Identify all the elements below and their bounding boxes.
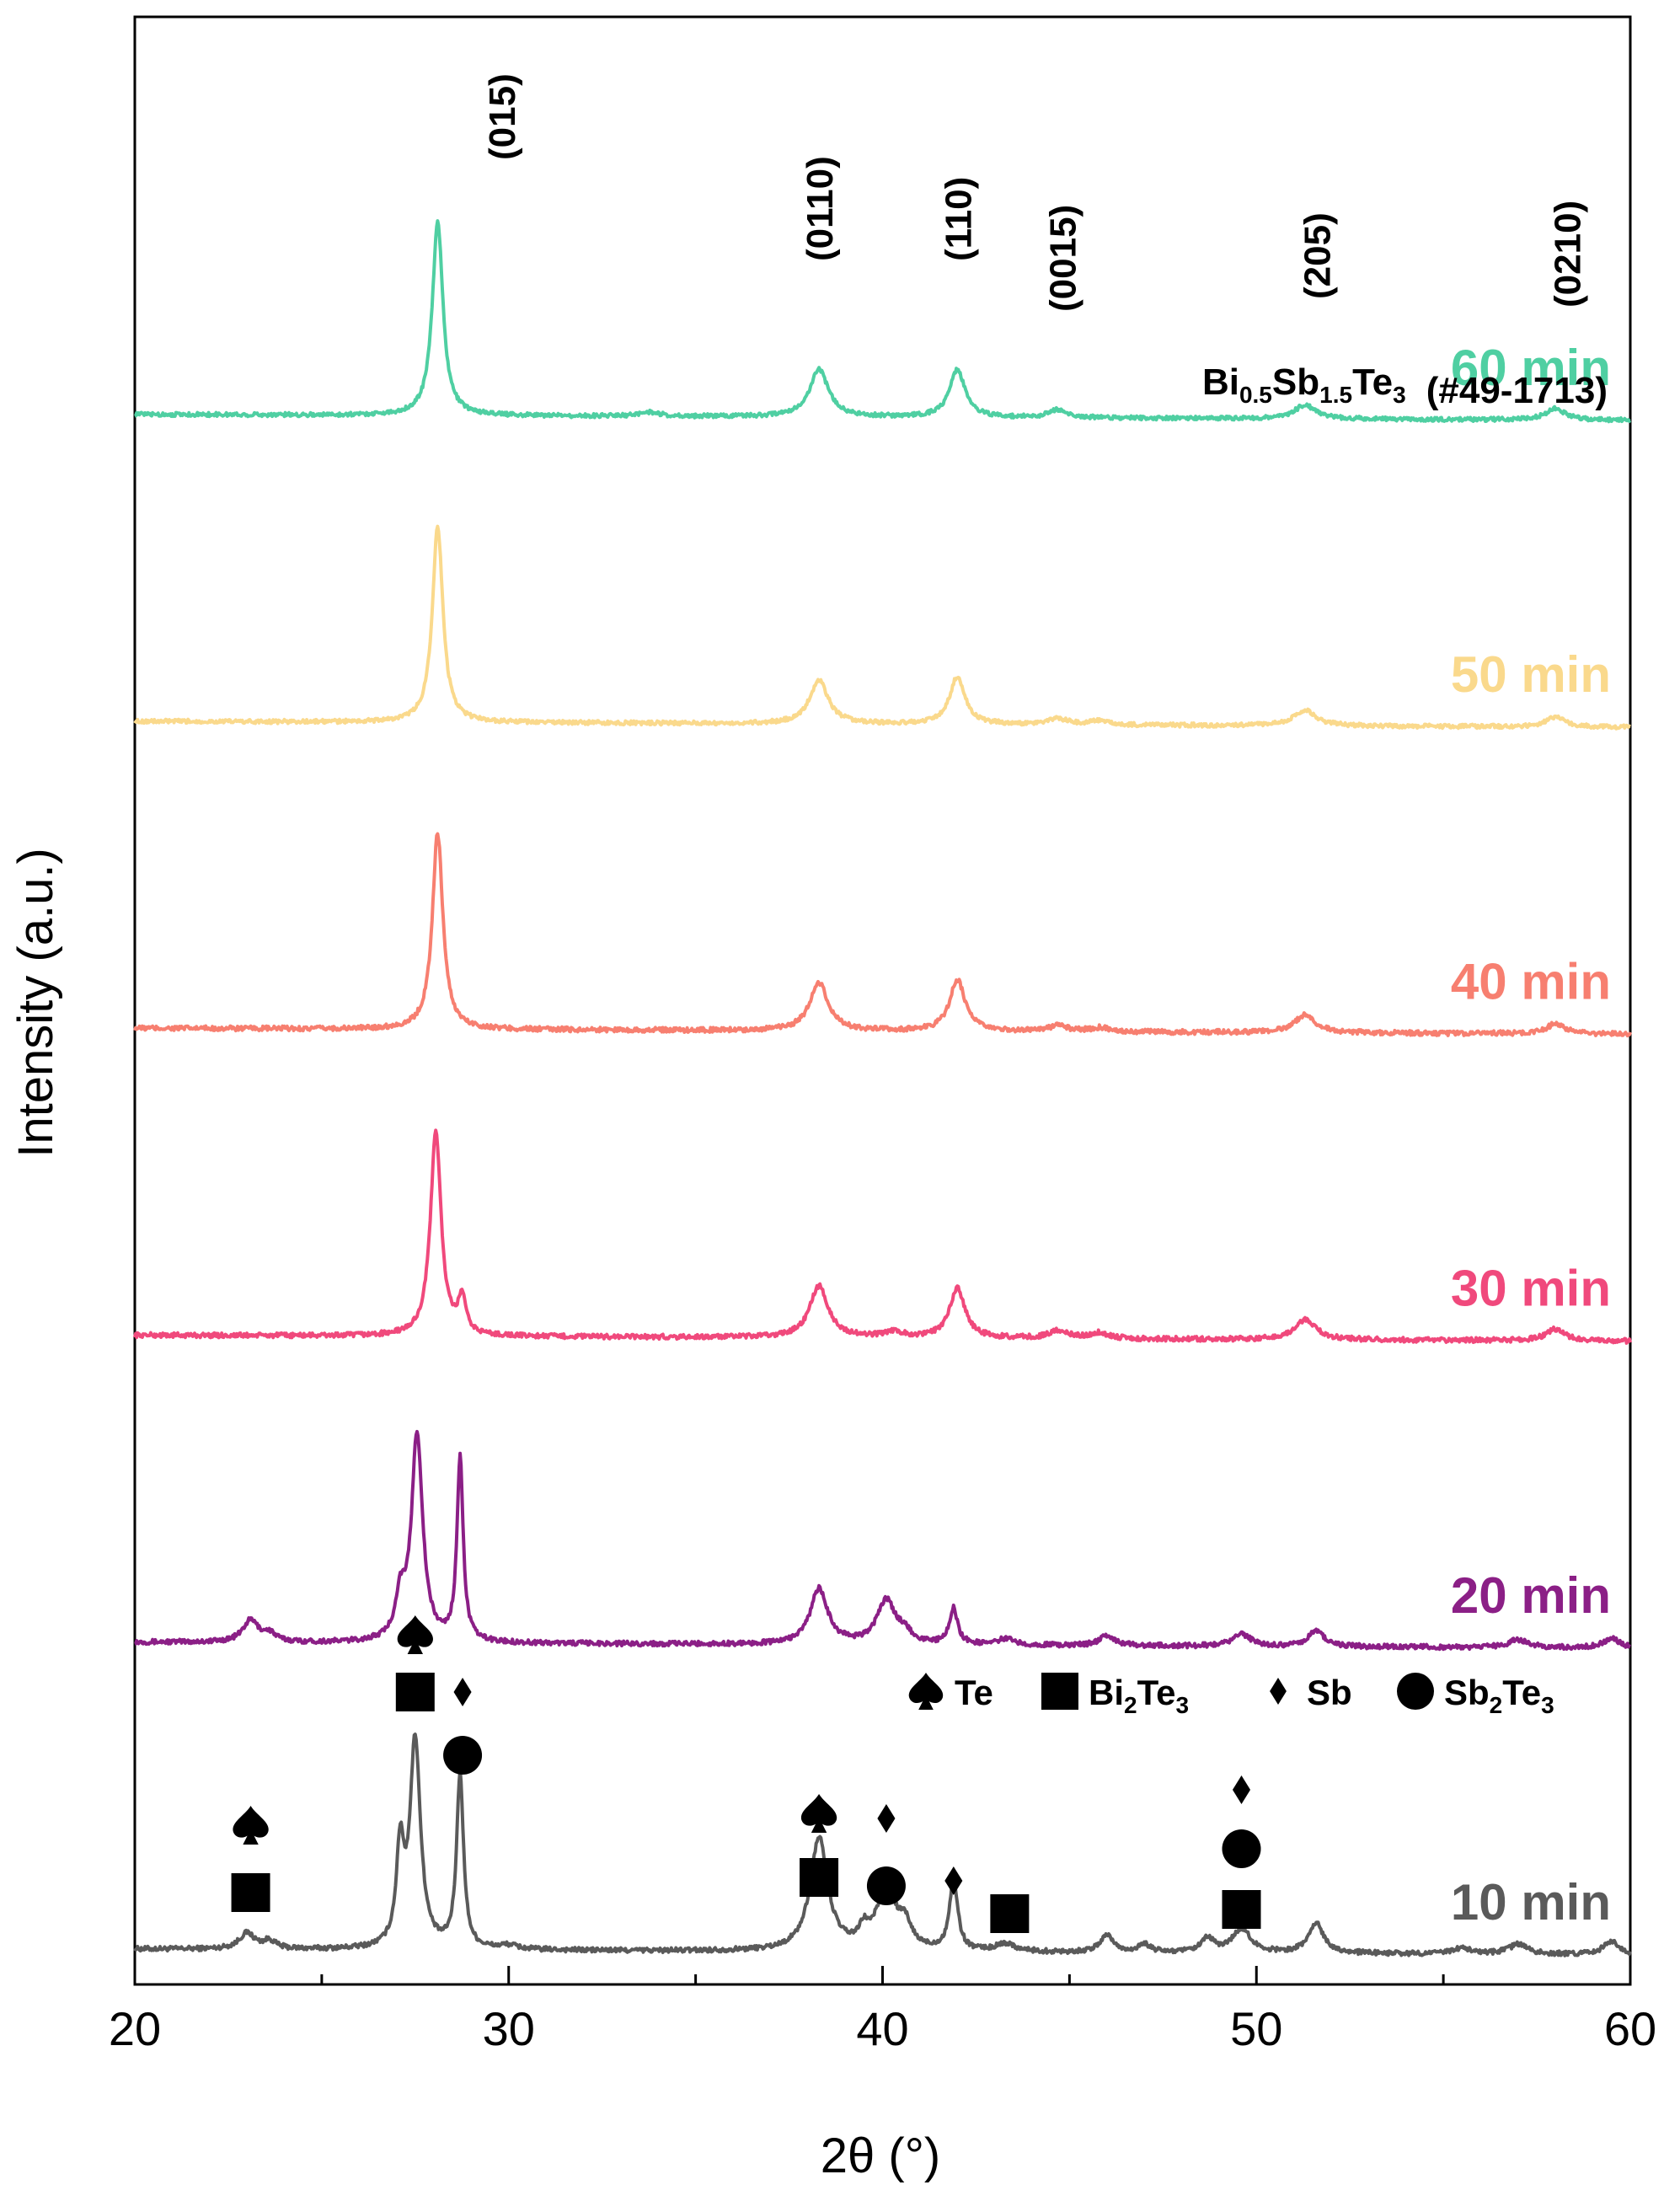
reference-card: (#49-1713) [1426,370,1608,411]
series-label: 30 min [1451,1261,1611,1317]
reference-formula-part: 0.5 [1239,382,1272,408]
circle-marker [866,1866,906,1905]
reference-formula-part: Sb [1272,361,1319,403]
peak-index-label: (0015) [1043,205,1084,312]
x-tick-label: 40 [856,2002,908,2055]
diamond-marker [944,1866,963,1895]
peak-index-label: (015) [482,73,523,160]
xrd-trace-60-min [134,219,1632,424]
phase-legend: Te Bi2Te3 Sb Sb2Te3 [908,1673,1554,1718]
circle-marker [1222,1829,1261,1868]
diamond-marker [877,1804,896,1833]
reference-formula-part: Bi [1202,361,1239,403]
xrd-traces [133,219,1632,1957]
square-marker [1041,1673,1078,1710]
x-tick-label: 60 [1604,2002,1656,2055]
series-labels: 10 min 20 min 30 min 40 min 50 min 60 min [1451,340,1611,1931]
phase-markers [231,1615,1261,1933]
legend-entry-label: Bi2Te3 [1089,1673,1189,1718]
reference-formula-part: 3 [1393,382,1406,408]
circle-marker [1397,1673,1434,1710]
diamond-marker [1232,1775,1251,1804]
spade-marker [233,1806,269,1845]
legend-entry-label: Te [955,1673,993,1712]
square-marker [800,1858,839,1897]
reference-formula-part: 1.5 [1319,382,1352,408]
legend-entry-label: Sb [1307,1673,1352,1712]
xrd-trace-10-min [133,1732,1632,1957]
x-axis-ticks: 20 30 40 50 60 [109,1966,1656,2055]
y-axis-title: Intensity (a.u.) [8,848,63,1157]
diamond-marker [1270,1678,1287,1705]
xrd-trace-30-min [133,1128,1632,1345]
square-marker [1222,1890,1261,1929]
x-tick-label: 50 [1230,2002,1282,2055]
spade-marker [800,1794,837,1833]
spade-marker [397,1615,433,1654]
circle-marker [443,1736,483,1775]
series-label: 50 min [1451,646,1611,703]
peak-index-label: (205) [1297,212,1338,299]
peak-index-labels: (015) (0110) (110) (0015) (205) (0210) [482,73,1589,312]
xrd-trace-40-min [133,832,1632,1038]
diamond-marker [453,1678,472,1706]
x-tick-label: 30 [483,2002,535,2055]
series-label: 60 min [1451,340,1611,396]
reference-formula-part: Te [1352,361,1393,403]
square-marker [990,1894,1030,1933]
x-tick-label: 20 [109,2002,161,2055]
xrd-trace-50-min [133,524,1631,731]
reference-phase-label: Bi0.5Sb1.5Te3 (#49-1713) [1202,361,1608,411]
peak-index-label: (0110) [800,156,841,261]
series-label: 40 min [1451,953,1611,1009]
xrd-trace-20-min [134,1429,1631,1652]
series-label: 10 min [1451,1874,1611,1931]
legend-entry-label: Sb2Te3 [1444,1673,1554,1718]
square-marker [231,1873,270,1912]
x-axis-title: 2θ (°) [821,2129,940,2183]
spade-marker [908,1673,944,1710]
peak-index-label: (0210) [1548,201,1589,308]
series-label: 20 min [1451,1567,1611,1624]
peak-index-label: (110) [938,177,979,261]
square-marker [395,1673,435,1711]
